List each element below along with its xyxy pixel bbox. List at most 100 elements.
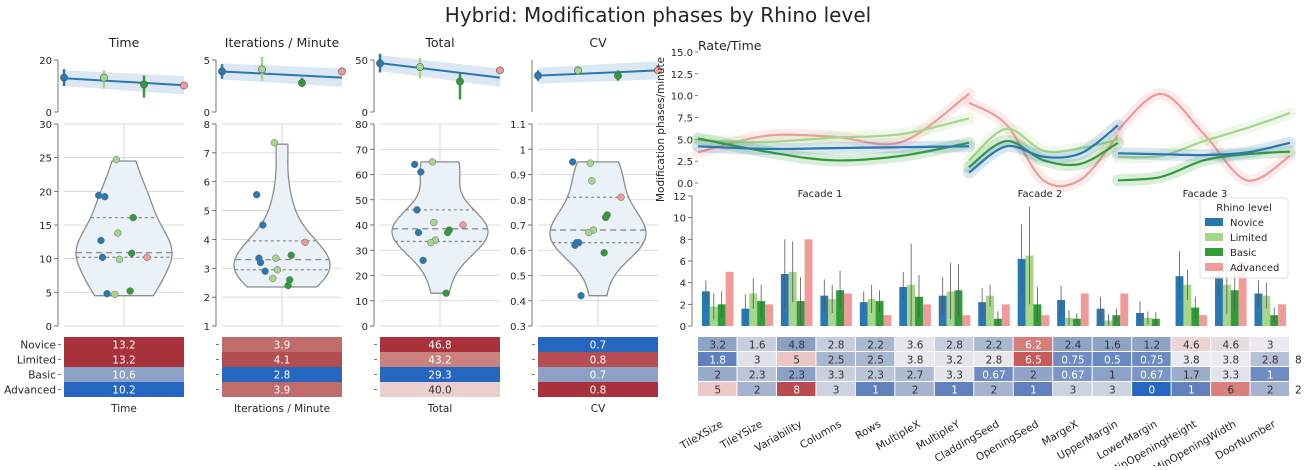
table-cell: [1013, 337, 1053, 351]
trend-point-basic: [298, 78, 306, 87]
table-cell: [1053, 352, 1092, 366]
violin-point-limited: [273, 266, 282, 274]
legend-swatch-novice: [1205, 218, 1223, 226]
table-cell: [1171, 382, 1211, 396]
bar-advanced: [1120, 293, 1129, 326]
x-tick-label: MultipleX: [874, 418, 922, 453]
table-cell-label: 2.8: [828, 340, 845, 352]
heatmap-cell: [222, 382, 342, 397]
heatmap-cell: [222, 352, 342, 367]
y-tick-label: 5: [46, 288, 52, 299]
table-cell: [934, 337, 974, 351]
y-tick-label: 80: [355, 120, 368, 131]
table-cell: [974, 337, 1013, 351]
y-tick-label: 0: [46, 108, 52, 119]
table-cell: [974, 352, 1013, 366]
y-tick-label: 1.1: [510, 120, 526, 131]
violin-point-limited: [114, 229, 122, 237]
bar-advanced: [922, 304, 931, 326]
bar-limited: [749, 293, 758, 326]
table-cell-label: 3: [833, 385, 840, 397]
y-tick-label: 40: [355, 221, 368, 232]
table-cell-label: 3.2: [946, 355, 963, 367]
table-cell-label: 4.8: [788, 340, 805, 352]
regression-line: [63, 77, 185, 87]
row-label-advanced: Advanced: [4, 385, 56, 397]
trend-point-novice: [534, 71, 542, 80]
legend-swatch-limited: [1205, 233, 1223, 241]
table-cell: [895, 352, 934, 366]
table-cell-label: 0.75: [1061, 355, 1084, 367]
table-cell-label: 3.8: [907, 355, 924, 367]
row-label-limited: Limited: [17, 355, 56, 367]
bar-advanced: [883, 315, 892, 326]
violin-point-limited: [269, 274, 277, 283]
violin-point-novice: [253, 191, 261, 199]
y-tick-label: 0.4: [510, 297, 526, 308]
violin-point-basic: [444, 228, 452, 237]
table-cell-label: 5: [793, 355, 800, 367]
table-cell: [1171, 352, 1211, 366]
bar-advanced: [765, 304, 773, 326]
y-tick-label: 5.0: [677, 135, 693, 146]
table-cell: [737, 337, 776, 351]
heatmap-cell-label: 46.8: [428, 340, 451, 352]
bar-novice: [1254, 293, 1263, 326]
y-tick-label: 10.0: [671, 92, 693, 103]
trend-point-limited: [574, 66, 582, 75]
y-tick-label: 7: [204, 149, 210, 160]
y-tick-label: 50: [355, 56, 368, 67]
table-cell: [776, 352, 816, 366]
bar-advanced: [725, 271, 734, 326]
rate-line-limited: [697, 117, 970, 144]
y-tick-label: 2: [204, 293, 210, 304]
heatmap-cell: [380, 337, 500, 352]
violin-point-limited: [111, 290, 119, 299]
table-cell-label: 6.5: [1025, 355, 1042, 367]
table-cell-label: 2.5: [828, 355, 845, 367]
heatmap-cell: [538, 337, 658, 352]
heatmap-cell: [538, 367, 658, 382]
heatmap-cell-label: 3.9: [274, 340, 291, 352]
trend-point-basic: [140, 80, 148, 89]
bar-advanced: [1041, 315, 1050, 326]
table-cell: [895, 382, 934, 396]
violin-point-novice: [572, 239, 581, 247]
y-tick-label: 70: [355, 145, 368, 156]
y-tick-label: 4: [680, 279, 686, 290]
legend-label-basic: Basic: [1230, 248, 1256, 259]
trend-point-novice: [218, 67, 226, 76]
table-cell: [895, 367, 934, 381]
heatmap-xlabel: Iterations / Minute: [234, 403, 330, 415]
y-tick-label: 2: [680, 300, 686, 311]
heatmap-cell-label: 0.7: [590, 340, 607, 352]
trend-point-advanced: [338, 67, 346, 76]
violin-body: [75, 160, 173, 297]
violin-point-novice: [256, 258, 265, 267]
table-cell: [1132, 367, 1171, 381]
y-tick-label: 2.5: [677, 157, 693, 168]
trend-point-basic: [456, 77, 464, 86]
trend-panel-time: Time 0 20: [39, 35, 188, 119]
bar-novice: [899, 287, 908, 326]
table-cell: [776, 382, 816, 396]
violin-point-limited: [112, 156, 120, 164]
rate-line-basic: [1117, 150, 1291, 182]
rate-title: Rate/Time: [698, 38, 762, 53]
violin-point-basic: [129, 213, 137, 222]
violin-point-novice: [103, 290, 111, 298]
heatmap-cell-label: 10.6: [112, 370, 136, 382]
y-tick-label: 20: [355, 272, 368, 283]
rate-line-advanced: [1117, 92, 1291, 182]
y-tick-label: 4: [204, 235, 210, 246]
y-tick-label: 8: [204, 120, 210, 131]
violin-point-limited: [428, 158, 436, 166]
violin-point-novice: [101, 193, 109, 201]
y-tick-label: 12: [673, 192, 686, 203]
bar-limited: [1183, 284, 1192, 326]
table-cell: [1053, 337, 1092, 351]
x-tick-label: TileXSize: [678, 418, 726, 452]
trend-point-advanced: [654, 66, 662, 75]
table-cell-label: 0.67: [1061, 370, 1084, 382]
y-tick-label: 0: [680, 322, 686, 333]
